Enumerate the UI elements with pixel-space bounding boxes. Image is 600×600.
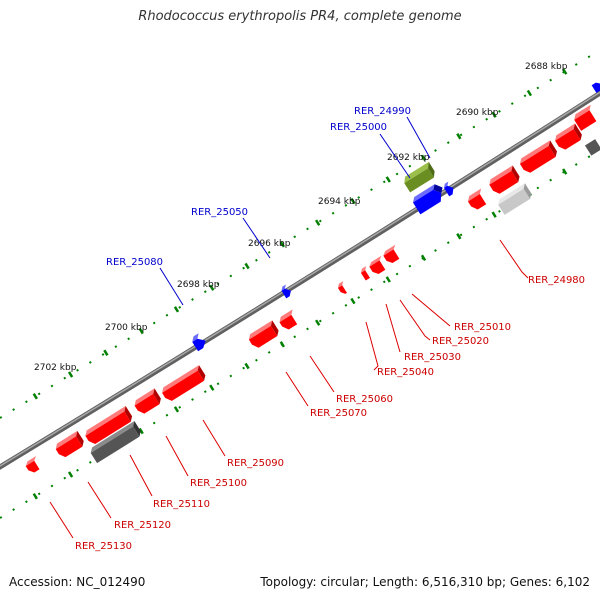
- plus-strand-label-group: RER_24990 RER_25000 RER_25050 RER_25080: [106, 106, 411, 268]
- minus-strand-label-group: RER_24980 RER_25010 RER_25020 RER_25030 …: [75, 275, 585, 552]
- outer-major-tick: [562, 68, 568, 75]
- gene-minus-rer-25130[interactable]: [24, 456, 43, 474]
- gene-minus-4[interactable]: [466, 188, 490, 212]
- outer-major-tick: [209, 284, 215, 291]
- scale-labels: 2688 kbp 2690 kbp 2692 kbp 2694 kbp 2696…: [34, 62, 568, 373]
- gene-label-rer-25060[interactable]: RER_25060: [336, 394, 393, 405]
- gene-minus-rer-25030[interactable]: [359, 266, 372, 281]
- gene-rna-rer-24990[interactable]: [402, 161, 438, 193]
- outer-major-tick: [244, 262, 250, 270]
- outer-major-tick: [491, 111, 497, 118]
- gene-label-rer-25090[interactable]: RER_25090: [227, 458, 284, 469]
- outer-scale-arc: [0, 49, 600, 419]
- gene-pseudo-rer-24980[interactable]: [496, 183, 533, 215]
- gene-minus-rer-25020[interactable]: [368, 255, 389, 276]
- gene-label-rer-25130[interactable]: RER_25130: [75, 541, 132, 552]
- plus-leader-lines: [159, 116, 431, 306]
- outer-major-tick: [526, 89, 533, 97]
- major-ticks: [32, 68, 568, 500]
- outer-major-tick: [32, 393, 38, 400]
- gene-minus-rer-25110[interactable]: [83, 406, 134, 446]
- gene-plus-small-1[interactable]: [442, 181, 456, 197]
- outer-major-tick: [173, 306, 180, 313]
- tick-label-2688: 2688 kbp: [525, 62, 568, 72]
- tick-label-2690: 2690 kbp: [456, 108, 499, 118]
- gene-minus-rer-25040[interactable]: [336, 281, 349, 295]
- tick-label-2698: 2698 kbp: [177, 280, 220, 290]
- gene-minus-2[interactable]: [518, 140, 559, 175]
- gene-minus-3[interactable]: [487, 165, 521, 195]
- inner-major-tick: [315, 319, 321, 326]
- gene-label-rer-25120[interactable]: RER_25120: [114, 520, 171, 531]
- gene-minus-rer-25070[interactable]: [247, 320, 281, 349]
- genome-backbone: [0, 90, 600, 470]
- inner-major-tick: [420, 254, 427, 262]
- outer-major-tick: [67, 371, 74, 378]
- tick-label-2696: 2696 kbp: [248, 239, 291, 249]
- inner-major-tick: [138, 427, 144, 435]
- gene-minus-edge-1[interactable]: [572, 104, 600, 131]
- inner-major-tick: [244, 362, 250, 370]
- gene-label-rer-25080[interactable]: RER_25080: [106, 257, 163, 268]
- tick-label-2702: 2702 kbp: [34, 363, 77, 373]
- gene-label-rer-25110[interactable]: RER_25110: [153, 499, 210, 510]
- accession-text: Accession: NC_012490: [9, 575, 146, 589]
- inner-major-tick: [173, 406, 180, 413]
- tick-label-2692: 2692 kbp: [387, 153, 430, 163]
- inner-major-tick: [385, 276, 391, 283]
- gene-label-rer-25040[interactable]: RER_25040: [377, 367, 434, 378]
- outer-major-tick: [456, 133, 462, 140]
- inner-major-tick: [350, 297, 356, 305]
- gene-minus-rer-25060[interactable]: [277, 309, 300, 331]
- gene-plus-rer-25080[interactable]: [190, 332, 208, 352]
- outer-major-tick: [385, 176, 391, 183]
- outer-major-tick: [420, 154, 427, 162]
- gene-plus-rer-25000[interactable]: [411, 182, 449, 215]
- inner-major-tick: [279, 341, 285, 348]
- outer-major-tick: [103, 349, 109, 356]
- gene-label-rer-24980[interactable]: RER_24980: [528, 275, 585, 286]
- tick-label-2700: 2700 kbp: [105, 323, 148, 333]
- gene-label-rer-25010[interactable]: RER_25010: [454, 322, 511, 333]
- gene-label-rer-25070[interactable]: RER_25070: [310, 408, 367, 419]
- minus-leader-lines: [49, 239, 529, 539]
- outer-major-tick: [315, 219, 321, 226]
- gene-pseudo-edge[interactable]: [584, 139, 600, 156]
- gene-minus-rer-25100[interactable]: [132, 388, 163, 415]
- inner-major-tick: [67, 471, 74, 478]
- inner-major-tick: [491, 211, 497, 218]
- gene-minus-rer-25090[interactable]: [160, 365, 207, 403]
- topology-text: Topology: circular; Length: 6,516,310 bp…: [260, 575, 590, 589]
- gene-plus-edge[interactable]: [591, 80, 600, 93]
- tick-label-2694: 2694 kbp: [318, 197, 361, 207]
- gene-minus-1[interactable]: [553, 123, 584, 152]
- inner-major-tick: [562, 168, 568, 175]
- gene-label-rer-25020[interactable]: RER_25020: [432, 336, 489, 347]
- gene-label-rer-25050[interactable]: RER_25050: [191, 207, 248, 218]
- gene-minus-6[interactable]: [54, 430, 86, 459]
- gene-minus-rer-25010[interactable]: [382, 244, 403, 265]
- genome-backbone-highlight: [0, 91, 600, 467]
- minus-strand-genes: [24, 104, 600, 474]
- genome-title: Rhodococcus erythropolis PR4, complete g…: [138, 9, 462, 24]
- outer-major-tick: [350, 197, 356, 205]
- gene-label-rer-25030[interactable]: RER_25030: [404, 352, 461, 363]
- gene-label-rer-24990[interactable]: RER_24990: [354, 106, 411, 117]
- gene-plus-rer-25050[interactable]: [280, 284, 293, 299]
- inner-major-tick: [456, 233, 462, 240]
- gene-label-rer-25000[interactable]: RER_25000: [330, 122, 387, 133]
- inner-major-tick: [32, 493, 38, 500]
- outer-major-tick: [138, 327, 144, 335]
- outer-major-tick: [279, 241, 285, 248]
- gene-pseudo-rer-25120[interactable]: [89, 420, 143, 464]
- inner-major-tick: [209, 384, 215, 391]
- gene-label-rer-25100[interactable]: RER_25100: [190, 478, 247, 489]
